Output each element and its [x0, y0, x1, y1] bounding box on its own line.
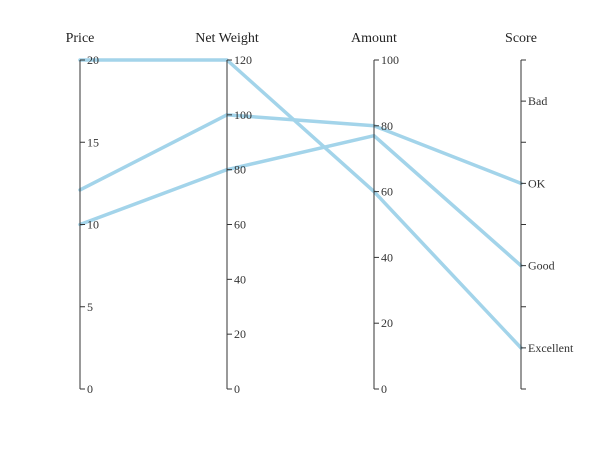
tick-label-net-weight-120: 120	[234, 53, 252, 67]
axis-amount: Amount 0 20 40 60 80 100	[351, 31, 399, 396]
tick-label-amount-20: 20	[381, 316, 393, 330]
tick-label-price-0: 0	[87, 382, 93, 396]
tick-label-amount-80: 80	[381, 119, 393, 133]
tick-label-score-ok: OK	[528, 176, 546, 190]
tick-label-net-weight-0: 0	[234, 382, 240, 396]
tick-label-price-10: 10	[87, 218, 99, 232]
tick-label-amount-100: 100	[381, 53, 399, 67]
series-lines	[78, 58, 523, 350]
tick-label-net-weight-100: 100	[234, 108, 252, 122]
tick-label-score-bad: Bad	[528, 94, 547, 108]
series-line-3	[78, 58, 523, 350]
tick-label-score-good: Good	[528, 259, 555, 273]
tick-label-amount-0: 0	[381, 382, 387, 396]
tick-label-net-weight-80: 80	[234, 163, 246, 177]
axis-score: Score Excellent Good OK Bad	[505, 31, 574, 390]
tick-label-price-15: 15	[87, 135, 99, 149]
tick-label-amount-40: 40	[381, 250, 393, 264]
tick-label-price-20: 20	[87, 53, 99, 67]
series-line-2	[78, 133, 523, 268]
axis-title-net-weight: Net Weight	[195, 31, 259, 46]
tick-label-price-5: 5	[87, 300, 93, 314]
axes: Price 0 5 10 15 20 Net Weight 0 20 40 60 80 100 120 Am…	[66, 31, 574, 396]
tick-label-net-weight-20: 20	[234, 327, 246, 341]
axis-net-weight: Net Weight 0 20 40 60 80 100 120	[195, 31, 259, 396]
axis-price: Price 0 5 10 15 20	[66, 31, 99, 396]
tick-label-score-excellent: Excellent	[528, 341, 574, 355]
tick-label-net-weight-40: 40	[234, 272, 246, 286]
axis-title-amount: Amount	[351, 31, 397, 46]
axis-title-score: Score	[505, 31, 537, 46]
tick-label-net-weight-60: 60	[234, 218, 246, 232]
series-line-1	[78, 113, 523, 192]
tick-label-amount-60: 60	[381, 185, 393, 199]
axis-title-price: Price	[66, 31, 95, 46]
